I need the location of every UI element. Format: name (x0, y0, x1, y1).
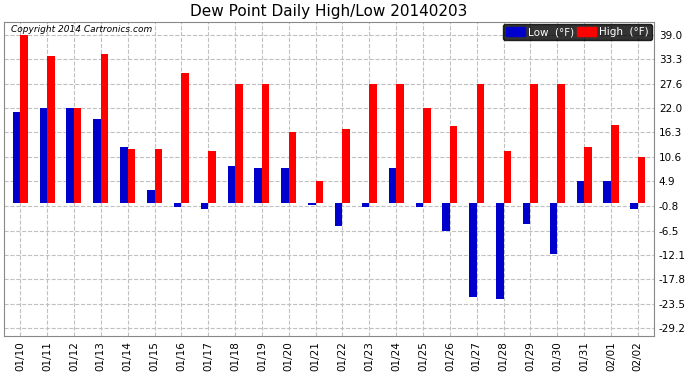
Bar (577, 182, 584, 203)
Bar (504, 151, 511, 202)
Bar (550, 202, 558, 254)
Bar (496, 202, 504, 300)
Bar (228, 166, 235, 202)
Bar (584, 147, 592, 202)
Bar (235, 84, 243, 203)
Bar (423, 108, 431, 202)
Bar (93, 118, 101, 202)
Bar (450, 126, 457, 202)
Bar (415, 202, 423, 207)
Bar (155, 149, 162, 202)
Bar (47, 56, 55, 202)
Text: Copyright 2014 Cartronics.com: Copyright 2014 Cartronics.com (10, 25, 152, 34)
Bar (442, 202, 450, 231)
Bar (208, 151, 216, 202)
Bar (147, 190, 155, 202)
Bar (20, 34, 28, 203)
Bar (369, 84, 377, 203)
Bar (74, 108, 81, 202)
Bar (101, 54, 108, 202)
Bar (604, 182, 611, 203)
Bar (120, 147, 128, 202)
Bar (289, 132, 296, 202)
Bar (12, 112, 20, 202)
Bar (631, 202, 638, 209)
Bar (558, 84, 565, 203)
Bar (315, 181, 323, 203)
Bar (174, 202, 181, 207)
Bar (201, 202, 208, 209)
Bar (282, 168, 289, 202)
Bar (342, 129, 350, 203)
Bar (388, 168, 396, 202)
Bar (308, 202, 315, 205)
Bar (181, 74, 189, 202)
Bar (396, 84, 404, 203)
Bar (39, 108, 47, 202)
Bar (523, 202, 531, 224)
Title: Dew Point Daily High/Low 20140203: Dew Point Daily High/Low 20140203 (190, 4, 468, 19)
Bar (611, 125, 618, 202)
Bar (262, 84, 270, 203)
Bar (477, 84, 484, 203)
Bar (66, 108, 74, 202)
Bar (335, 202, 342, 226)
Bar (128, 149, 135, 202)
Bar (255, 168, 262, 202)
Bar (362, 202, 369, 207)
Legend: Low  (°F), High  (°F): Low (°F), High (°F) (503, 24, 652, 40)
Bar (638, 157, 645, 203)
Bar (469, 202, 477, 297)
Bar (531, 84, 538, 203)
